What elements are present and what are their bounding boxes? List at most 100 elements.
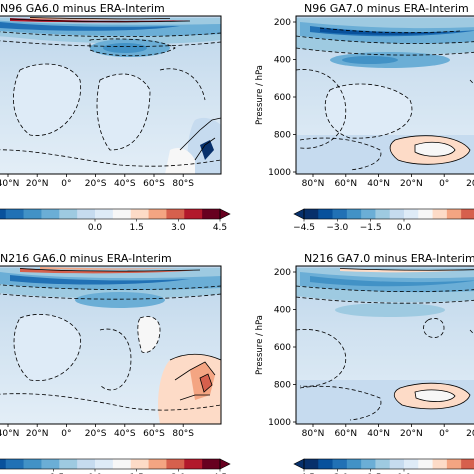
- plot-frame: [295, 265, 474, 425]
- colorbar-segment: [112, 459, 132, 469]
- colorbar-segment: [332, 209, 348, 219]
- colorbar-segment: [148, 459, 167, 469]
- colorbar-segment: [389, 459, 405, 469]
- x-tick-label: 20°S: [85, 179, 107, 189]
- colorbar-tick-label: −1.5: [360, 223, 382, 233]
- y-tick-label: 1000: [268, 418, 291, 428]
- x-tick-label: 20°N: [400, 179, 423, 189]
- panel-title: N216 GA6.0 minus ERA-Interim: [0, 252, 172, 265]
- colorbar-segment: [0, 209, 7, 219]
- colorbar-segment: [361, 459, 376, 469]
- plot-frame: [0, 15, 222, 175]
- panel-n96-ga6: N96 GA6.0 minus ERA-Interim 40°N 20°N 0° 20…: [0, 2, 231, 233]
- colorbar-tick-label: 4.5: [213, 223, 227, 233]
- colorbar-segment: [304, 459, 319, 469]
- panel-n216-ga7: N216 GA7.0 minus ERA-Interim Pressure / …: [255, 252, 474, 474]
- x-tick-label: 20°S: [466, 179, 474, 189]
- x-axis-ticks: 80°N 60°N 40°N 20°N 0° 20°S: [302, 174, 474, 189]
- colorbar-segment: [77, 209, 96, 219]
- colorbar-segment: [432, 459, 448, 469]
- x-tick-label: 20°N: [26, 179, 49, 189]
- y-tick-label: 400: [274, 56, 291, 66]
- colorbar-segment: [112, 209, 132, 219]
- colorbar-segment: [461, 459, 474, 469]
- x-tick-label: 80°N: [302, 179, 325, 189]
- x-tick-label: 0°: [61, 429, 71, 439]
- colorbar-segment: [41, 209, 60, 219]
- colorbar-segment: [23, 209, 42, 219]
- x-tick-label: 20°S: [85, 429, 107, 439]
- colorbar-segment: [404, 459, 419, 469]
- colorbar-segment: [418, 209, 433, 219]
- colorbar-segment: [332, 459, 348, 469]
- colorbar-segment: [95, 459, 114, 469]
- colorbar-segment: [318, 209, 333, 219]
- contour-field: [0, 266, 221, 424]
- colorbar-segment: [461, 209, 474, 219]
- colorbar-segment: [23, 459, 42, 469]
- colorbar-extend-arrow: [293, 458, 305, 470]
- panel-n216-ga6: N216 GA6.0 minus ERA-Interim 40°N 20°N 0° 2…: [0, 252, 231, 474]
- x-tick-label: 0°: [439, 179, 449, 189]
- x-tick-label: 60°N: [334, 429, 357, 439]
- colorbar-segment: [77, 459, 96, 469]
- colorbar-segment: [418, 459, 433, 469]
- contour-field: [0, 16, 221, 174]
- colorbar-segment: [404, 209, 419, 219]
- colorbar-extend-arrow: [293, 208, 305, 220]
- colorbar-segment: [304, 209, 319, 219]
- colorbar-segment: [346, 459, 362, 469]
- colorbar-segment: [361, 209, 376, 219]
- panel-title: N216 GA7.0 minus ERA-Interim: [304, 252, 474, 265]
- colorbar-segment: [375, 209, 391, 219]
- colorbar-segment: [202, 459, 221, 469]
- x-tick-label: 40°S: [114, 179, 136, 189]
- x-tick-label: 60°S: [143, 179, 165, 189]
- y-axis-ticks: 200 400 600 800 1000: [268, 18, 296, 178]
- colorbar: −4.5−3.0−1.50.0: [293, 458, 474, 474]
- colorbar-segment: [184, 459, 203, 469]
- x-tick-label: 40°N: [367, 429, 390, 439]
- x-tick-label: 40°N: [367, 179, 390, 189]
- y-tick-label: 200: [274, 18, 291, 28]
- colorbar-segment: [389, 209, 405, 219]
- y-tick-label: 600: [274, 343, 291, 353]
- colorbar-segment: [0, 459, 7, 469]
- colorbar-segment: [432, 209, 448, 219]
- y-tick-label: 800: [274, 131, 291, 141]
- y-tick-label: 800: [274, 381, 291, 391]
- colorbar-extend-arrow: [219, 208, 231, 220]
- y-axis-label: Pressure / hPa: [255, 315, 265, 375]
- colorbar-segment: [446, 459, 462, 469]
- y-tick-label: 600: [274, 93, 291, 103]
- colorbar-tick-label: 0.0: [397, 223, 412, 233]
- plot-frame: [295, 15, 474, 175]
- colorbar-tick-label: 3.0: [171, 223, 186, 233]
- contour-field: [296, 266, 474, 424]
- colorbar-segment: [318, 459, 333, 469]
- colorbar-tick-label: 1.5: [130, 223, 144, 233]
- x-tick-label: 40°N: [0, 179, 19, 189]
- y-tick-label: 400: [274, 306, 291, 316]
- colorbar-tick-label: −4.5: [293, 223, 315, 233]
- colorbar-segment: [130, 459, 149, 469]
- x-axis-ticks: 40°N 20°N 0° 20°S 40°S 60°S 80°S: [0, 174, 194, 189]
- colorbar-segment: [346, 209, 362, 219]
- colorbar-segment: [148, 209, 167, 219]
- colorbar-segment: [130, 209, 149, 219]
- x-tick-label: 40°S: [114, 429, 136, 439]
- colorbar-extend-arrow: [219, 458, 231, 470]
- colorbar-segment: [5, 459, 24, 469]
- panel-n96-ga7: N96 GA7.0 minus ERA-Interim Pressure / h…: [255, 2, 474, 233]
- colorbar: −1.50.01.53.04.5: [0, 458, 231, 474]
- y-tick-label: 1000: [268, 168, 291, 178]
- x-axis-ticks: 40°N 20°N 0° 20°S 40°S 60°S 80°S: [0, 424, 194, 439]
- colorbar-segment: [59, 209, 78, 219]
- x-tick-label: 0°: [439, 429, 449, 439]
- colorbar-segment: [95, 209, 114, 219]
- y-tick-label: 200: [274, 268, 291, 278]
- colorbar-segment: [202, 209, 221, 219]
- panel-title: N96 GA7.0 minus ERA-Interim: [304, 2, 469, 15]
